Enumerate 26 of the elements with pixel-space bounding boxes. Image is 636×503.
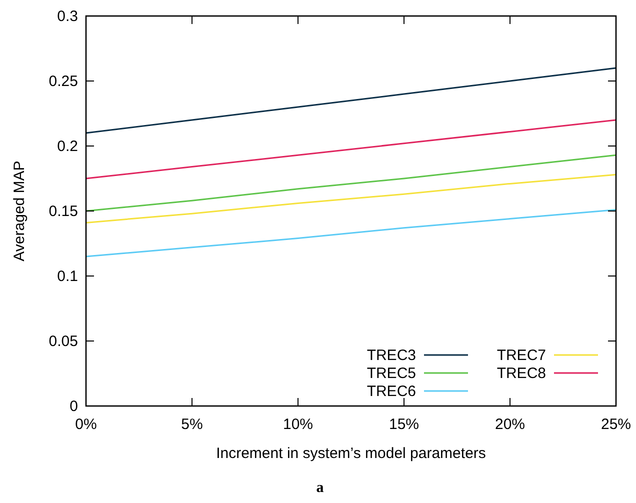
y-tick-label: 0.1 bbox=[57, 268, 78, 285]
y-axis-title: Averaged MAP bbox=[11, 160, 28, 262]
x-tick-label: 5% bbox=[181, 416, 203, 433]
x-axis-title: Increment in system’s model parameters bbox=[216, 445, 486, 462]
legend-label: TREC3 bbox=[366, 347, 416, 364]
legend-label: TREC6 bbox=[366, 383, 416, 400]
y-tick-label: 0.05 bbox=[48, 333, 78, 350]
line-series bbox=[85, 154, 617, 212]
x-tick-label: 20% bbox=[494, 416, 526, 433]
legend-label: TREC7 bbox=[496, 347, 546, 364]
x-tick-label: 15% bbox=[388, 416, 420, 433]
y-tick-label: 0.2 bbox=[57, 138, 78, 155]
x-tick-label: 10% bbox=[282, 416, 314, 433]
y-tick-label: 0.15 bbox=[48, 203, 78, 220]
line-series bbox=[85, 208, 617, 258]
text: a bbox=[316, 480, 324, 496]
x-tick-label: 0% bbox=[75, 416, 97, 433]
y-tick-label: 0.3 bbox=[57, 8, 78, 25]
y-tick-label: 0 bbox=[70, 398, 78, 415]
legend-label: TREC5 bbox=[366, 365, 416, 382]
line-series bbox=[85, 174, 617, 224]
y-tick-label: 0.25 bbox=[48, 73, 78, 90]
x-tick-label: 25% bbox=[600, 416, 632, 433]
line-series bbox=[85, 119, 617, 180]
line-series bbox=[85, 67, 617, 134]
legend-label: TREC8 bbox=[496, 365, 546, 382]
